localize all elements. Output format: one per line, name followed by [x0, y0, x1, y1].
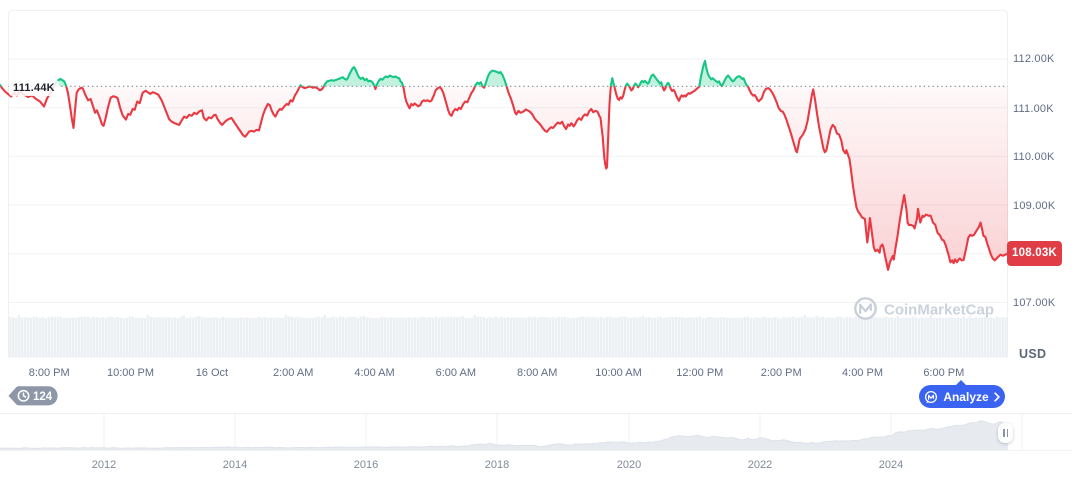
svg-text:124: 124 — [33, 391, 53, 403]
svg-text:CoinMarketCap: CoinMarketCap — [884, 302, 994, 319]
